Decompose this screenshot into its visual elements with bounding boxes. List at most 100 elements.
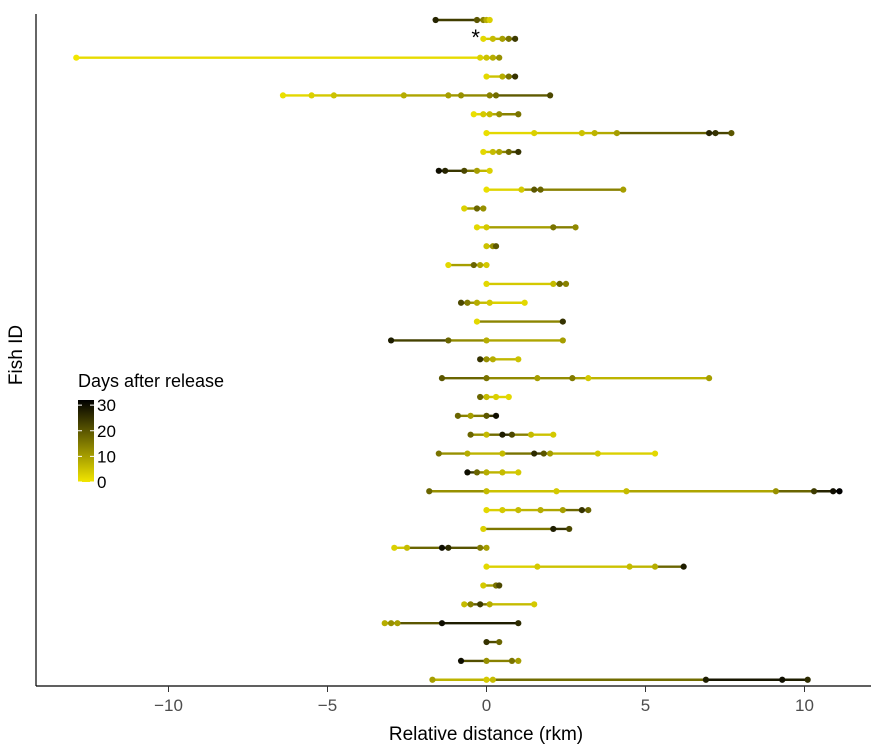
detection-point (578, 130, 586, 137)
detection-point (457, 657, 465, 665)
detection-point (483, 280, 490, 287)
detection-point (594, 450, 601, 457)
detection-point (505, 73, 512, 80)
detection-point (470, 111, 477, 118)
detection-point (477, 393, 484, 401)
detection-point (499, 507, 506, 514)
detection-point (562, 280, 570, 287)
detection-point (457, 299, 465, 306)
detection-point (445, 337, 452, 344)
detection-point (442, 167, 449, 174)
detection-point (467, 431, 474, 438)
x-tick-label: 10 (795, 696, 814, 715)
legend: Days after release 30 20 10 0 (78, 371, 224, 492)
detection-point (480, 205, 487, 212)
detection-point (486, 111, 493, 118)
detection-point (651, 563, 659, 570)
detection-point (651, 450, 659, 457)
detection-point (445, 261, 452, 269)
detection-point (569, 375, 576, 382)
legend-tick-label: 30 (97, 396, 116, 415)
detection-point (553, 488, 560, 495)
detection-point (706, 375, 713, 382)
detection-point (772, 488, 779, 495)
detection-point (585, 375, 592, 382)
detection-point (473, 469, 481, 476)
detection-point (550, 431, 557, 438)
detection-point (483, 507, 490, 514)
detection-point (531, 130, 538, 137)
detection-point (489, 35, 496, 42)
detection-point (473, 299, 481, 306)
detection-point (706, 130, 713, 137)
y-axis-title: Fish ID (6, 325, 27, 385)
detection-point (473, 205, 481, 212)
detection-point (477, 544, 484, 551)
detection-point (473, 224, 481, 231)
detection-point (531, 601, 538, 608)
detection-point (483, 431, 490, 438)
detection-point (830, 488, 837, 495)
detection-point (623, 488, 630, 495)
detection-point (483, 356, 490, 363)
legend-tick-label: 10 (97, 447, 116, 466)
x-tick-label: 5 (641, 696, 650, 715)
detection-point (477, 356, 484, 363)
detection-point (464, 450, 471, 457)
detection-point (480, 111, 487, 118)
detection-point (620, 186, 627, 193)
detection-point (492, 393, 500, 401)
legend-colorbar (78, 400, 94, 482)
legend-tick-label: 0 (97, 473, 106, 492)
x-tick-label: −10 (154, 696, 183, 715)
detection-point (388, 337, 395, 344)
detection-point (547, 450, 554, 457)
x-axis-title: Relative distance (rkm) (389, 724, 583, 745)
detection-point (547, 92, 554, 99)
detection-point (279, 92, 287, 99)
detection-point (550, 280, 557, 287)
detection-point (496, 111, 503, 118)
detection-point (499, 35, 506, 42)
detection-point (432, 16, 439, 24)
legend-ticks: 30 20 10 0 (78, 396, 116, 492)
detection-point (308, 92, 315, 99)
detection-point (496, 54, 503, 61)
detection-point (73, 54, 80, 61)
detection-point (779, 676, 786, 683)
x-tick-label: −5 (318, 696, 337, 715)
detection-point (521, 299, 528, 306)
detection-point (480, 148, 487, 156)
detection-point (499, 431, 506, 438)
detection-point (483, 73, 490, 80)
detection-point (496, 582, 503, 589)
detection-point (540, 450, 547, 457)
detection-point (461, 205, 468, 212)
detection-point (508, 431, 516, 438)
detection-point (483, 563, 490, 570)
detection-point (550, 525, 557, 533)
detection-point (445, 92, 452, 99)
detection-point (534, 375, 541, 382)
detection-point (804, 676, 811, 683)
detection-point (512, 73, 519, 80)
detection-point (489, 356, 496, 363)
detection-point (486, 601, 493, 608)
detection-point (566, 525, 573, 533)
legend-title: Days after release (78, 371, 224, 391)
detection-point (728, 130, 735, 137)
detection-point (483, 337, 490, 344)
detection-point (480, 582, 487, 589)
detection-point (492, 92, 500, 99)
detection-point (477, 54, 484, 61)
detection-point (499, 73, 506, 80)
detection-point (483, 243, 490, 250)
detection-point (556, 280, 563, 287)
detection-point (515, 657, 522, 665)
detection-point (438, 375, 446, 382)
detection-point (486, 16, 493, 24)
detection-point (626, 563, 633, 570)
x-ticks: −10 −5 0 5 10 (154, 686, 814, 715)
detection-point (483, 54, 490, 61)
